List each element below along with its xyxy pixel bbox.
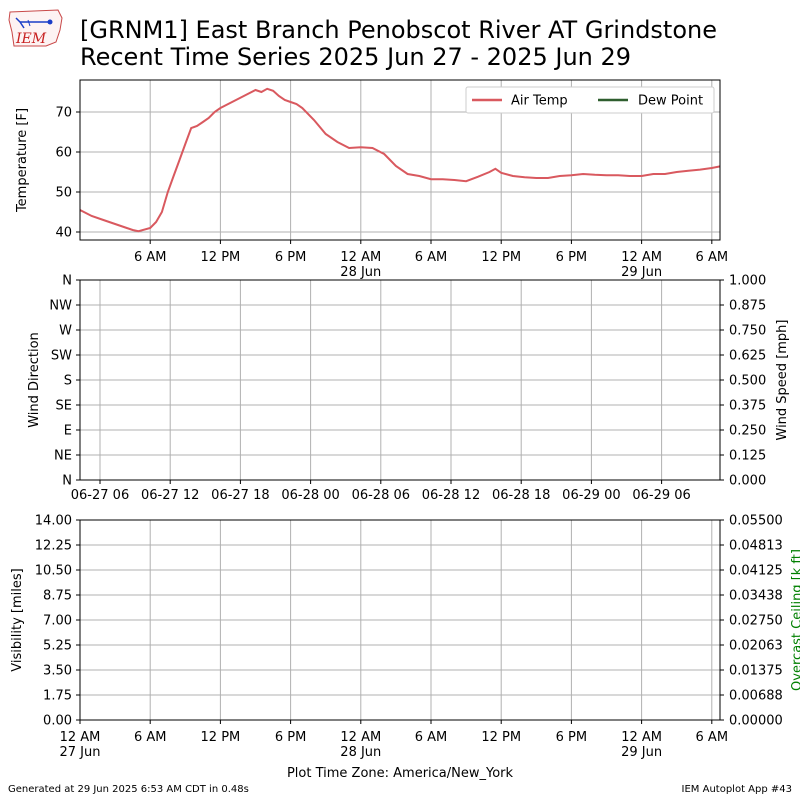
vis-xtick-label: 6 PM [556, 730, 587, 745]
wind-direction-tick-label: SE [56, 399, 72, 414]
vis-xtick-label: 12 AM [340, 730, 381, 745]
temp-xtick-label: 6 PM [556, 250, 587, 265]
wind-speed-tick-label: 0.000 [729, 474, 766, 489]
temp-ytick-label: 50 [55, 186, 72, 201]
ceiling-tick-label: 0.02750 [729, 614, 783, 629]
wind-panel: N 1.000 NW 0.875 W 0.750 SW 0.625 S 0.500 SE 0.375 E… [27, 274, 790, 504]
visibility-tick-label: 12.25 [35, 539, 72, 554]
ceiling-tick-label: 0.04125 [729, 564, 783, 579]
temp-xtick-label: 12 AM [621, 250, 662, 265]
vis-xtick-label: 12 PM [481, 730, 521, 745]
wind-direction-tick-label: S [64, 374, 72, 389]
app-footer: IEM Autoplot App #43 [681, 784, 792, 795]
wind-xtick-label: 06-27 06 [71, 488, 129, 503]
temp-ytick-label: 70 [55, 106, 72, 121]
temp-xtick-label: 6 AM [134, 250, 167, 265]
ceiling-tick-label: 0.03438 [729, 589, 783, 604]
ceiling-axis-label: Overcast Ceiling [k ft] [790, 549, 800, 691]
legend-air-temp-label: Air Temp [511, 94, 568, 109]
visibility-tick-label: 5.25 [43, 639, 72, 654]
wind-xtick-label: 06-28 06 [352, 488, 410, 503]
temp-ytick-label: 60 [55, 146, 72, 161]
vis-xtick-label: 12 AM [60, 730, 101, 745]
logo-text: IEM [15, 31, 47, 47]
ceiling-tick-label: 0.05500 [729, 514, 783, 529]
legend-dew-point-label: Dew Point [638, 94, 703, 109]
ceiling-tick-label: 0.01375 [729, 664, 783, 679]
ceiling-tick-label: 0.02063 [729, 639, 783, 654]
temp-xtick-date: 29 Jun [621, 265, 662, 280]
wind-speed-tick-label: 0.750 [729, 324, 766, 339]
ceiling-tick-label: 0.00688 [729, 689, 783, 704]
wind-speed-tick-label: 0.625 [729, 349, 766, 364]
wind-direction-tick-label: W [59, 324, 72, 339]
ceiling-tick-label: 0.04813 [729, 539, 783, 554]
visibility-tick-label: 7.00 [43, 614, 72, 629]
wind-speed-tick-label: 0.875 [729, 299, 766, 314]
wind-direction-tick-label: E [64, 424, 72, 439]
wind-speed-tick-label: 0.125 [729, 449, 766, 464]
visibility-tick-label: 0.00 [43, 714, 72, 729]
visibility-tick-label: 8.75 [43, 589, 72, 604]
ceiling-tick-label: 0.00000 [729, 714, 783, 729]
wind-direction-tick-label: NE [54, 449, 72, 464]
iem-logo: IEM [6, 6, 66, 50]
temp-xtick-label: 6 PM [275, 250, 306, 265]
time-zone-axis-label: Plot Time Zone: America/New_York [287, 766, 514, 781]
wind-speed-tick-label: 0.250 [729, 424, 766, 439]
vis-xtick-label: 6 PM [275, 730, 306, 745]
generated-footer: Generated at 29 Jun 2025 6:53 AM CDT in … [8, 784, 249, 795]
visibility-tick-label: 14.00 [35, 514, 72, 529]
wind-xtick-label: 06-27 12 [141, 488, 199, 503]
visibility-tick-label: 1.75 [43, 689, 72, 704]
chart-title-line2: Recent Time Series 2025 Jun 27 - 2025 Ju… [80, 43, 632, 71]
wind-xtick-label: 06-28 12 [422, 488, 480, 503]
visibility-tick-label: 10.50 [35, 564, 72, 579]
wind-xtick-label: 06-28 18 [492, 488, 550, 503]
temperature-axis-label: Temperature [F] [15, 108, 30, 213]
vis-xtick-label: 6 AM [134, 730, 167, 745]
temp-xtick-label: 12 PM [201, 250, 241, 265]
temp-xtick-label: 6 AM [696, 250, 729, 265]
wind-xtick-label: 06-29 00 [562, 488, 620, 503]
wind-speed-tick-label: 0.500 [729, 374, 766, 389]
vis-xtick-label: 6 AM [415, 730, 448, 745]
wind-xtick-label: 06-28 00 [281, 488, 339, 503]
temp-xtick-label: 6 AM [415, 250, 448, 265]
visibility-axis-label: Visibility [miles] [10, 568, 25, 671]
wind-direction-tick-label: N [62, 274, 72, 289]
temp-xtick-label: 12 PM [481, 250, 521, 265]
vis-xtick-label: 12 AM [621, 730, 662, 745]
wind-direction-tick-label: NW [49, 299, 72, 314]
vis-xtick-label: 6 AM [696, 730, 729, 745]
wind-speed-tick-label: 1.000 [729, 274, 766, 289]
visibility-tick-label: 3.50 [43, 664, 72, 679]
wind-speed-tick-label: 0.375 [729, 399, 766, 414]
temperature-legend: Air Temp Dew Point [465, 86, 715, 114]
chart-title-line1: [GRNM1] East Branch Penobscot River AT G… [80, 16, 717, 44]
vis-xtick-date: 27 Jun [60, 745, 101, 760]
vis-xtick-label: 12 PM [201, 730, 241, 745]
visibility-panel: 14.00 0.05500 12.25 0.04813 10.50 0.04125 8.75… [10, 514, 800, 782]
wind-direction-tick-label: N [62, 474, 72, 489]
vis-xtick-date: 29 Jun [621, 745, 662, 760]
temp-ytick-label: 40 [55, 226, 72, 241]
wind-direction-tick-label: SW [51, 349, 72, 364]
air-temp-line [79, 87, 721, 233]
wind-xtick-label: 06-29 06 [632, 488, 690, 503]
wind-direction-axis-label: Wind Direction [27, 332, 42, 428]
vis-xtick-date: 28 Jun [340, 745, 381, 760]
wind-xtick-label: 06-27 18 [211, 488, 269, 503]
temp-xtick-label: 12 AM [340, 250, 381, 265]
wind-speed-axis-label: Wind Speed [mph] [775, 320, 790, 441]
temp-xtick-date: 28 Jun [340, 265, 381, 280]
temperature-plot-frame [79, 79, 721, 241]
